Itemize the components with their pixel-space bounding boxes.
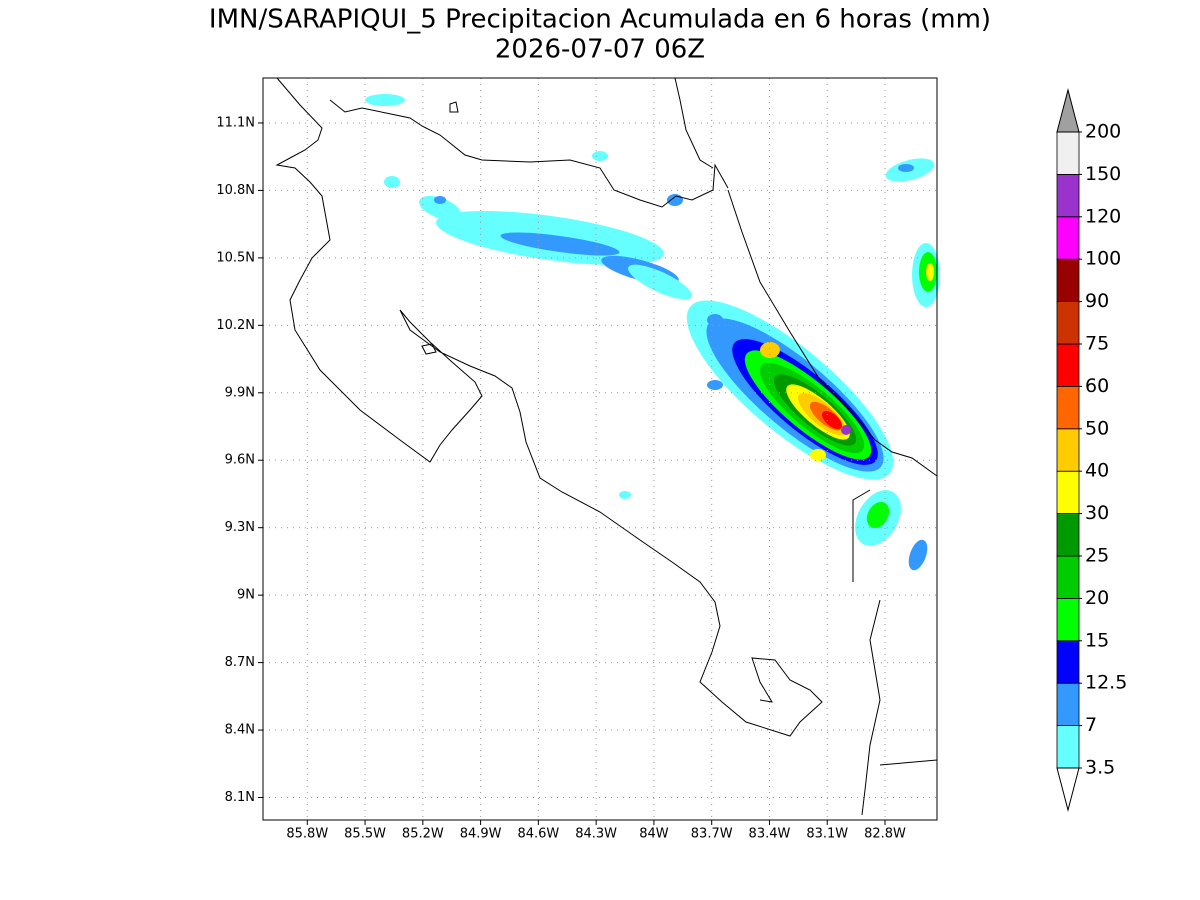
- x-tick-label: 83.1W: [806, 827, 848, 842]
- precip-area: [810, 449, 826, 461]
- x-tick-label: 84.6W: [517, 827, 559, 842]
- precip-area: [419, 195, 461, 221]
- colorbar-label: 25: [1085, 545, 1109, 567]
- colorbar-box: [1056, 470, 1080, 515]
- x-tick-label: 82.8W: [864, 827, 906, 842]
- precip-area: [866, 501, 890, 529]
- colorbar-label: 20: [1085, 587, 1109, 609]
- colorbar-box: [1056, 725, 1080, 769]
- y-tick-label: 10.5N: [216, 250, 255, 265]
- colorbar-box: [1056, 385, 1080, 430]
- y-tick-label: 10.8N: [216, 183, 255, 198]
- colorbar-box: [1056, 301, 1080, 345]
- coastline: [275, 77, 823, 737]
- colorbar-label: 200: [1085, 121, 1121, 143]
- colorbar-box: [1056, 640, 1080, 684]
- colorbar-label: 60: [1085, 375, 1109, 397]
- x-tick-label: 85.5W: [344, 827, 386, 842]
- precip-area: [500, 232, 620, 256]
- colorbar-box: [1056, 173, 1080, 218]
- precip-area: [926, 263, 934, 281]
- x-tick-label: 84.3W: [575, 827, 617, 842]
- colorbar-over: [1056, 88, 1080, 133]
- y-tick-label: 10.2N: [216, 318, 255, 333]
- coastline: [674, 77, 938, 477]
- colorbar-box: [1056, 682, 1080, 727]
- colorbar-label: 30: [1085, 502, 1109, 524]
- x-tick-label: 84W: [639, 827, 669, 842]
- y-tick-label: 9.9N: [225, 385, 255, 400]
- colorbar: 3.5 7 12.5 15 20 25 30 40 50 60 75 90 100 120 150 200: [1056, 88, 1127, 812]
- x-tick-label: 83.4W: [749, 827, 791, 842]
- precip-area: [760, 342, 780, 358]
- title-line: IMN/SARAPIQUI_5 Precipitacion Acumulada …: [209, 5, 991, 35]
- y-tick-label: 11.1N: [216, 115, 255, 130]
- axes: 85.8W 85.5W 85.2W 84.9W 84.6W 84.3W 84W 83.7W 83…: [216, 115, 906, 841]
- border: [421, 101, 938, 816]
- x-tick-label: 85.8W: [286, 827, 328, 842]
- precip-area: [619, 491, 631, 499]
- precip-area: [707, 314, 723, 326]
- y-tick-label: 8.7N: [225, 655, 255, 670]
- precipitation-layer: [365, 94, 940, 571]
- precip-area: [384, 176, 400, 188]
- colorbar-label: 12.5: [1085, 672, 1127, 694]
- colorbar-label: 75: [1085, 333, 1109, 355]
- x-tick-label: 83.7W: [691, 827, 733, 842]
- precip-area: [365, 94, 405, 106]
- x-tick-label: 85.2W: [402, 827, 444, 842]
- border: [329, 99, 729, 208]
- colorbar-box: [1056, 513, 1080, 557]
- y-tick-label: 8.1N: [225, 790, 255, 805]
- coastline: [275, 77, 938, 816]
- colorbar-box: [1056, 343, 1080, 387]
- title-line: 2026-07-07 06Z: [495, 35, 705, 65]
- y-tick-label: 9.6N: [225, 453, 255, 468]
- precip-area: [667, 194, 683, 206]
- colorbar-box: [1056, 258, 1080, 303]
- precip-area: [592, 151, 608, 161]
- colorbar-box: [1056, 598, 1080, 642]
- colorbar-label: 150: [1085, 163, 1121, 185]
- y-tick-label: 8.4N: [225, 723, 255, 738]
- colorbar-label: 7: [1085, 714, 1097, 736]
- map-frame: [262, 77, 938, 821]
- precip-area: [898, 164, 914, 172]
- precip-area: [707, 380, 723, 390]
- precip-area: [908, 539, 928, 571]
- x-tick-label: 84.9W: [460, 827, 502, 842]
- precip-area: [627, 264, 693, 300]
- colorbar-box: [1056, 131, 1080, 175]
- colorbar-label: 120: [1085, 205, 1121, 227]
- precip-area: [822, 411, 842, 429]
- colorbar-label: 90: [1085, 290, 1109, 312]
- colorbar-label: 40: [1085, 460, 1109, 482]
- colorbar-label: 3.5: [1085, 757, 1115, 779]
- grid: [263, 78, 937, 820]
- y-tick-label: 9.3N: [225, 520, 255, 535]
- precip-area: [841, 425, 851, 435]
- precip-area: [434, 196, 446, 204]
- colorbar-label: 50: [1085, 417, 1109, 439]
- colorbar-box: [1056, 555, 1080, 599]
- colorbar-label: 100: [1085, 248, 1121, 270]
- y-tick-label: 9N: [237, 588, 255, 603]
- colorbar-box: [1056, 428, 1080, 472]
- colorbar-under: [1056, 767, 1080, 812]
- colorbar-label: 15: [1085, 629, 1109, 651]
- colorbar-box: [1056, 216, 1080, 260]
